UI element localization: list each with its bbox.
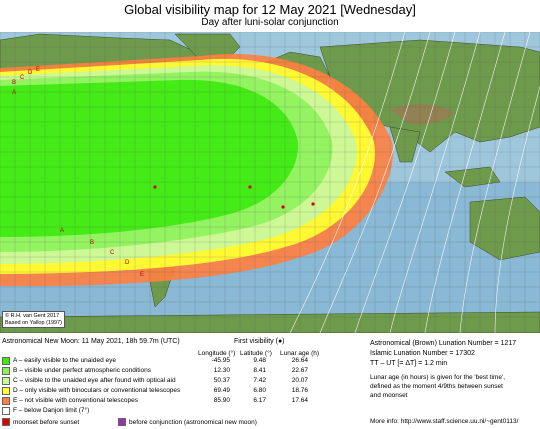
legend-row: A – easily visible to the unaided eye bbox=[2, 356, 116, 365]
first-visibility-c bbox=[281, 205, 285, 209]
new-moon-text: Astronomical New Moon: 11 May 2021, 18h … bbox=[2, 338, 180, 345]
credit-line: Based on Yallop (1997) bbox=[5, 319, 62, 326]
legend-lon-value: 12.30 bbox=[213, 367, 230, 374]
zone-letter: A bbox=[12, 90, 16, 96]
legend-lat-value: 8.41 bbox=[253, 367, 266, 374]
time-curves bbox=[289, 32, 540, 333]
zone-letter: D bbox=[28, 70, 33, 76]
legend-lat-value: 9.48 bbox=[253, 357, 266, 364]
map-title: Global visibility map for 12 May 2021 [W… bbox=[124, 2, 416, 17]
legend-swatch bbox=[2, 396, 10, 405]
zone-a bbox=[0, 79, 299, 237]
before-conjunction-swatch bbox=[118, 418, 126, 426]
legend-swatch bbox=[2, 376, 10, 385]
legend-swatch bbox=[2, 406, 10, 415]
legend-lon-value: 50.37 bbox=[213, 377, 230, 384]
lunar-age-note-1: Lunar age (in hours) is given for the 'b… bbox=[370, 374, 506, 381]
legend-label: D – only visible with binoculars or conv… bbox=[13, 387, 181, 394]
legend-label: C – visible to the unaided eye after fou… bbox=[13, 377, 176, 384]
col-latitude: Latitude (°) bbox=[240, 350, 272, 357]
zone-letter: C bbox=[20, 75, 25, 81]
legend-swatch bbox=[2, 366, 10, 375]
legend-lon-value: 69.49 bbox=[213, 387, 230, 394]
zone-letter: C bbox=[110, 250, 115, 256]
moonset-swatch bbox=[2, 418, 10, 426]
credit-box: © R.H. van Gent 2017 Based on Yallop (19… bbox=[2, 311, 65, 328]
legend-lon-value: 85.90 bbox=[213, 397, 230, 404]
first-visibility-b bbox=[248, 185, 252, 189]
more-info-link[interactable]: More info: http://www.staff.science.uu.n… bbox=[370, 418, 519, 425]
legend-lat-value: 6.80 bbox=[253, 387, 266, 394]
legend-swatch bbox=[2, 356, 10, 365]
lunar-age-note-3: and moonset bbox=[370, 392, 408, 399]
legend-label: A – easily visible to the unaided eye bbox=[13, 357, 116, 364]
legend-row: D – only visible with binoculars or conv… bbox=[2, 386, 180, 395]
zone-letter: A bbox=[60, 228, 64, 234]
legend-row: E – not visible with conventional telesc… bbox=[2, 396, 138, 405]
legend-label: E – not visible with conventional telesc… bbox=[13, 397, 139, 404]
credit-line: © R.H. van Gent 2017 bbox=[5, 313, 60, 319]
zone-letter: B bbox=[12, 80, 16, 86]
legend-age-value: 17.64 bbox=[291, 397, 308, 404]
graticule bbox=[0, 32, 540, 333]
moonset-label: moonset before sunset bbox=[13, 418, 80, 426]
lunar-age-note-2: defined as the moment 4/9ths between sun… bbox=[370, 383, 503, 390]
moonset-legend: moonset before sunset bbox=[2, 418, 79, 426]
col-longitude: Longitude (°) bbox=[198, 350, 236, 357]
before-conjunction-legend: before conjunction (astronomical new moo… bbox=[118, 418, 257, 426]
legend-age-value: 20.07 bbox=[291, 377, 308, 384]
legend-age-value: 22.67 bbox=[291, 367, 308, 374]
zone-letter: E bbox=[36, 67, 40, 73]
world-visibility-map: A B C D E A B C D E bbox=[0, 32, 540, 333]
legend-row: F – below Danjon limit (7°) bbox=[2, 406, 89, 415]
legend-lat-value: 7.42 bbox=[253, 377, 266, 384]
legend-lon-value: -45.95 bbox=[211, 357, 230, 364]
legend-label: B – visible under perfect atmospheric co… bbox=[13, 367, 152, 374]
map-subtitle: Day after luni-solar conjunction bbox=[201, 17, 339, 28]
zone-letter: B bbox=[90, 240, 94, 246]
legend-swatch bbox=[2, 386, 10, 395]
legend-lat-value: 6.17 bbox=[253, 397, 266, 404]
legend-row: C – visible to the unaided eye after fou… bbox=[2, 376, 176, 385]
zone-letter: D bbox=[125, 260, 130, 266]
legend-row: B – visible under perfect atmospheric co… bbox=[2, 366, 151, 375]
first-visibility-d bbox=[311, 202, 315, 206]
first-visibility-heading: First visibility (●) bbox=[234, 338, 285, 345]
col-lunar-age: Lunar age (h) bbox=[280, 350, 320, 357]
legend-age-value: 26.64 bbox=[291, 357, 308, 364]
islamic-lunation: Islamic Lunation Number = 17302 bbox=[370, 350, 475, 357]
brown-lunation: Astronomical (Brown) Lunation Number = 1… bbox=[370, 340, 517, 347]
zone-letter: E bbox=[140, 272, 144, 278]
legend-label: F – below Danjon limit (7°) bbox=[13, 407, 90, 414]
himalaya bbox=[390, 103, 455, 125]
first-visibility-dots bbox=[153, 185, 315, 209]
zone-letters: A B C D E A B C D E bbox=[12, 67, 144, 278]
delta-t: TT – UT [= ΔT] = 1.2 min bbox=[370, 360, 448, 367]
before-conjunction-label: before conjunction (astronomical new moo… bbox=[129, 418, 257, 426]
legend-age-value: 18.76 bbox=[291, 387, 308, 394]
first-visibility-a bbox=[153, 185, 157, 189]
